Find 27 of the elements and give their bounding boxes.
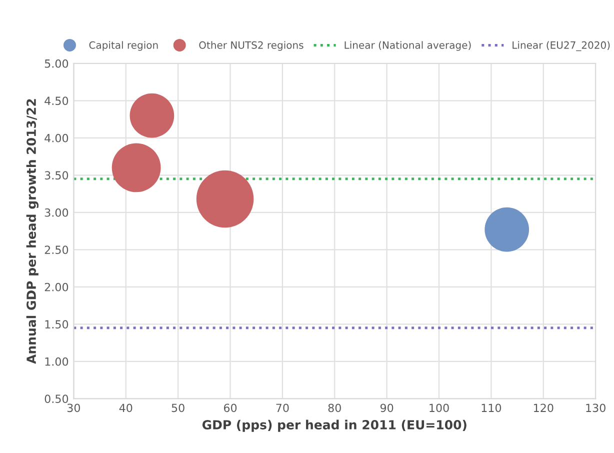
x-tick-label: 40 xyxy=(119,404,132,412)
x-tick-label: 60 xyxy=(224,404,237,412)
x-tick-label: 50 xyxy=(172,404,184,412)
y-tick-label: 4.00 xyxy=(44,134,68,142)
y-axis-title: Annual GDP per head growth 2013/22 xyxy=(26,99,39,364)
x-tick-label: 30 xyxy=(67,404,80,412)
y-tick-label: 0.50 xyxy=(44,394,68,404)
y-tick-label: 2.00 xyxy=(44,282,68,292)
y-tick-label: 1.50 xyxy=(45,320,68,329)
x-tick-label: 70 xyxy=(276,404,289,412)
x-tick-label: 120 xyxy=(534,404,554,412)
legend-label: Capital region xyxy=(89,41,158,51)
y-tick-label: 2.50 xyxy=(44,246,68,254)
legend-label: Linear (EU27_2020) xyxy=(512,41,610,52)
x-tick-label: 90 xyxy=(380,404,394,412)
y-tick-label: 4.50 xyxy=(44,96,68,106)
y-tick-label: 5.00 xyxy=(44,59,68,68)
y-tick-label: 3.00 xyxy=(44,208,68,217)
x-tick-label: 110 xyxy=(482,404,502,412)
y-tick-label: 1.00 xyxy=(45,357,68,366)
x-tick-label: 80 xyxy=(328,404,341,412)
x-tick-label: 130 xyxy=(586,404,606,412)
legend-label: Linear (National average) xyxy=(344,41,471,51)
x-axis-title: GDP (pps) per head in 2011 (EU=100) xyxy=(202,420,466,432)
y-tick-label: 3.50 xyxy=(44,171,68,180)
legend-label: Other NUTS2 regions xyxy=(199,41,304,51)
x-tick-label: 100 xyxy=(430,404,449,412)
